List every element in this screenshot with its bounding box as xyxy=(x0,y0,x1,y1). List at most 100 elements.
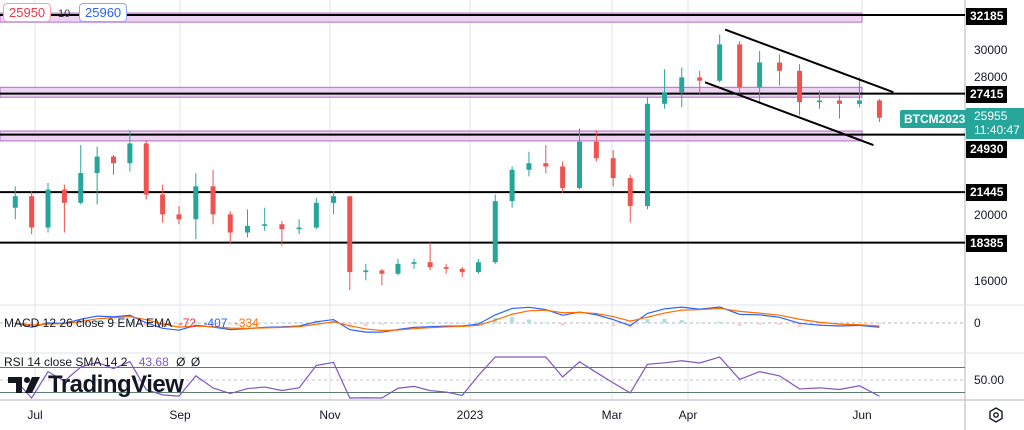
candle-body xyxy=(262,224,268,226)
macd-histogram-bar xyxy=(560,323,565,326)
candle-body xyxy=(427,262,433,268)
candle-body xyxy=(876,100,882,118)
candle xyxy=(543,145,549,174)
candle-body xyxy=(313,202,319,228)
time-tick: 2023 xyxy=(456,408,484,422)
candle xyxy=(210,169,216,225)
level-tag-24930: 24930 xyxy=(966,141,1008,158)
candle xyxy=(363,263,369,281)
logo-text: TradingView xyxy=(48,371,184,398)
candle-body xyxy=(459,268,465,273)
macd-histogram-bar xyxy=(662,318,667,323)
rsi-extra-2: Ø xyxy=(190,355,201,369)
macd-histogram-bar xyxy=(29,323,34,326)
candle-body xyxy=(61,189,67,203)
macd-histogram-bar xyxy=(347,323,352,327)
macd-histogram-bar xyxy=(297,322,302,323)
macd-legend[interactable]: MACD 12 26 close 9 EMA EMA -72 -407 -334 xyxy=(4,316,259,330)
candle-body xyxy=(176,214,182,220)
tradingview-logo[interactable]: TradingView xyxy=(8,371,184,398)
candle-body xyxy=(526,163,532,170)
candle-body xyxy=(160,194,166,215)
candle-body xyxy=(210,186,216,215)
rsi-title: RSI 14 close SMA 14 2 xyxy=(4,355,128,369)
macd-histogram-bar xyxy=(428,321,433,323)
macd-histogram-bar xyxy=(777,323,782,326)
macd-histogram-bar xyxy=(193,322,198,323)
signal-line xyxy=(15,307,880,332)
candle xyxy=(856,77,862,108)
supply-demand-zone xyxy=(0,130,863,142)
candle xyxy=(475,258,481,274)
macd-histogram-bar xyxy=(857,323,862,324)
candle-body xyxy=(543,163,549,167)
candle xyxy=(459,267,465,278)
macd-histogram-bar xyxy=(95,320,100,323)
candle xyxy=(29,191,35,235)
candle-body xyxy=(593,141,599,159)
candle xyxy=(679,67,685,108)
candle xyxy=(443,263,449,274)
tradingview-logo-icon xyxy=(8,377,40,393)
candle xyxy=(644,97,650,210)
candle-body xyxy=(737,44,743,88)
candle-body xyxy=(363,270,369,273)
macd-histogram-bar xyxy=(594,323,599,325)
supply-demand-zone xyxy=(0,86,863,98)
macd-histogram-bar xyxy=(526,319,531,323)
time-tick: Mar xyxy=(601,408,623,422)
macd-histogram-bar xyxy=(797,323,802,328)
candle xyxy=(279,220,285,246)
candle xyxy=(697,70,703,94)
macd-histogram-bar xyxy=(262,322,267,323)
candle-body xyxy=(347,196,353,273)
candle xyxy=(331,191,337,215)
candle xyxy=(560,161,566,193)
buy-price-button[interactable]: 25960 xyxy=(79,3,128,22)
bar-countdown: 11:40:47 xyxy=(974,123,1020,137)
macd-histogram-bar xyxy=(611,323,616,327)
rsi-line xyxy=(14,356,880,399)
candle-body xyxy=(757,62,763,88)
macd-histogram-bar xyxy=(363,323,368,327)
sell-price-button[interactable]: 25950 xyxy=(3,3,52,22)
price-tick: 20000 xyxy=(974,208,1008,222)
candle xyxy=(244,209,250,238)
candle xyxy=(227,211,233,245)
rsi-legend[interactable]: RSI 14 close SMA 14 2 43.68 Ø Ø xyxy=(4,355,200,369)
macd-histogram-bar xyxy=(543,322,548,323)
candle xyxy=(111,154,116,175)
candle xyxy=(576,128,582,190)
candle-body xyxy=(111,156,116,164)
macd-histogram-bar xyxy=(412,321,417,323)
candle xyxy=(160,184,166,223)
trendline xyxy=(724,28,894,94)
level-tag-32185: 32185 xyxy=(966,8,1008,25)
price-tick: 28000 xyxy=(974,70,1008,84)
candle xyxy=(427,242,433,271)
candle-body xyxy=(560,166,566,188)
candle xyxy=(411,258,417,269)
candle xyxy=(593,130,599,162)
candle xyxy=(61,184,67,233)
candle xyxy=(347,196,353,291)
gear-icon[interactable] xyxy=(988,407,1004,423)
macd-value: -407 xyxy=(203,316,228,330)
candle xyxy=(610,150,616,187)
candle xyxy=(817,90,823,109)
time-tick: Jul xyxy=(27,408,43,422)
candle xyxy=(876,98,882,122)
macd-histogram-bar xyxy=(379,323,384,325)
candle xyxy=(717,34,723,83)
candle-body xyxy=(227,214,233,233)
candle xyxy=(296,219,302,235)
candle xyxy=(492,194,498,264)
candle xyxy=(193,173,199,240)
rsi-value: 43.68 xyxy=(138,355,169,369)
macd-histogram-bar xyxy=(127,321,132,323)
candle-body xyxy=(797,70,803,103)
candle xyxy=(737,41,743,94)
candle-body xyxy=(817,100,823,103)
macd-hist-value: -72 xyxy=(178,316,197,330)
